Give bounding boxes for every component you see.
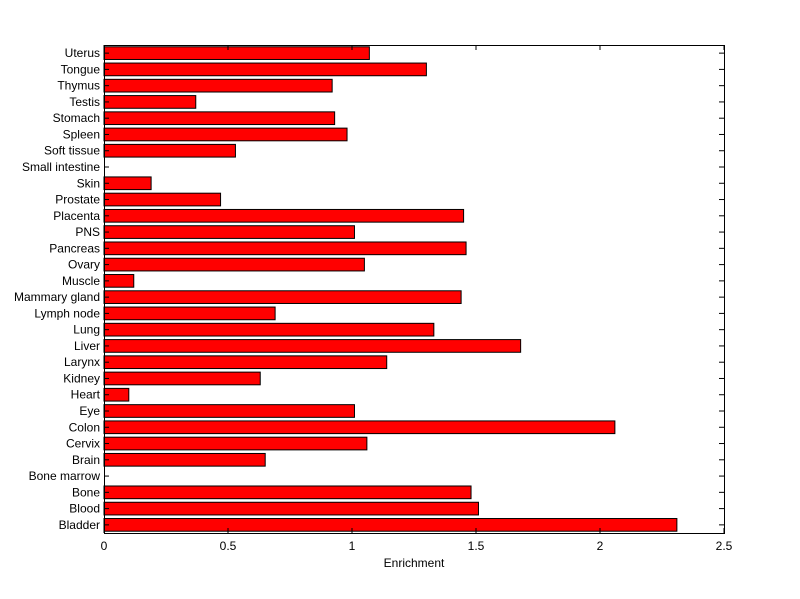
bar-blood (103, 501, 479, 516)
bar-liver (103, 339, 522, 353)
plot-frame (104, 45, 725, 534)
bar-testis (103, 95, 197, 109)
y-tick-label-colon: Colon (69, 420, 100, 434)
y-tick-label-bone-marrow: Bone marrow (29, 469, 101, 483)
x-tick-labels: 0 0.5 1 1.5 2 2.5 (101, 539, 733, 553)
y-tick-label-kidney: Kidney (63, 371, 100, 385)
bar-larynx (103, 355, 388, 370)
bar-prostate (103, 192, 222, 207)
x-axis-title: Enrichment (384, 556, 445, 570)
y-tick-label-lymph-node: Lymph node (34, 306, 100, 320)
x-tick-label-0: 0 (101, 539, 108, 553)
bar-placenta (103, 208, 465, 223)
bar-skin (103, 176, 152, 191)
y-tick-label-prostate: Prostate (55, 193, 100, 207)
bar-pancreas (103, 241, 467, 256)
y-tick-label-pancreas: Pancreas (49, 241, 100, 255)
bar-stomach (103, 111, 336, 126)
bar-brain (103, 452, 266, 467)
bar-thymus (103, 78, 333, 93)
y-tick-label-ovary: Ovary (68, 258, 100, 272)
y-tick-label-liver: Liver (74, 339, 100, 353)
y-tick-label-placenta: Placenta (53, 209, 100, 223)
y-tick-label-stomach: Stomach (53, 111, 100, 125)
x-tick-label-1: 0.5 (220, 539, 237, 553)
y-tick-label-blood: Blood (69, 502, 100, 516)
bar-mammary-gland (103, 290, 462, 304)
y-tick-label-thymus: Thymus (57, 79, 100, 93)
bar-eye (103, 404, 355, 418)
y-tick-label-small-intestine: Small intestine (22, 160, 100, 174)
bar-kidney (103, 371, 261, 386)
x-tick-label-4: 2 (597, 539, 604, 553)
y-tick-label-cervix: Cervix (66, 437, 100, 451)
y-tick-label-heart: Heart (71, 388, 101, 402)
bar-uterus (103, 46, 370, 60)
y-tick-label-testis: Testis (69, 95, 100, 109)
y-tick-label-bladder: Bladder (59, 518, 100, 532)
bar-bone (103, 485, 472, 500)
bar-bladder (103, 518, 678, 532)
bar-lung (103, 322, 435, 337)
y-tick-label-larynx: Larynx (64, 355, 100, 369)
bar-lymph-node (103, 306, 276, 321)
bar-colon (103, 420, 616, 435)
bar-pns (103, 225, 355, 239)
y-tick-label-bone: Bone (72, 485, 100, 499)
x-tick-label-2: 1 (349, 539, 356, 553)
y-tick-label-soft-tissue: Soft tissue (44, 144, 100, 158)
y-tick-label-spleen: Spleen (63, 127, 100, 141)
bars-group (103, 46, 678, 532)
x-tick-label-5: 2.5 (716, 539, 733, 553)
bar-soft-tissue (103, 143, 236, 158)
y-tick-label-eye: Eye (79, 404, 100, 418)
y-tick-label-lung: Lung (73, 323, 100, 337)
y-tick-label-muscle: Muscle (62, 274, 100, 288)
y-tick-label-mammary-gland: Mammary gland (14, 290, 100, 304)
y-tick-label-pns: PNS (75, 225, 100, 239)
bar-ovary (103, 257, 365, 272)
bar-cervix (103, 436, 368, 451)
y-tick-label-brain: Brain (72, 453, 100, 467)
y-tick-label-skin: Skin (77, 176, 100, 190)
y-tick-labels: Uterus Tongue Thymus Testis Stomach Spleen Sof… (14, 46, 101, 532)
bar-spleen (103, 127, 348, 142)
bar-tongue (103, 62, 427, 77)
x-tick-label-3: 1.5 (468, 539, 485, 553)
y-tick-label-uterus: Uterus (65, 46, 100, 60)
y-tick-label-tongue: Tongue (61, 62, 101, 76)
